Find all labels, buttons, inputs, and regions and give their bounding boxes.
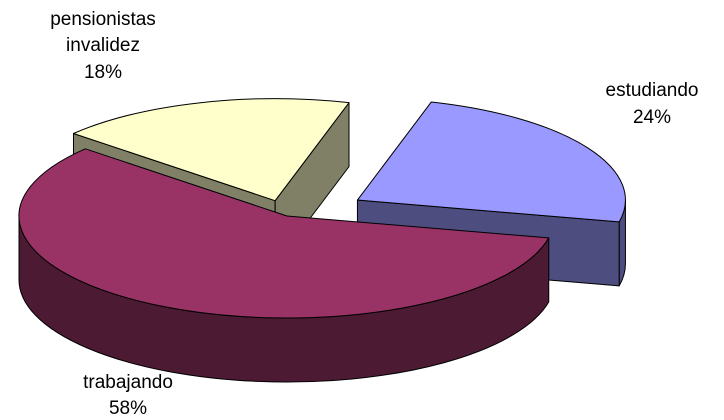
slice-top-pensionistas xyxy=(72,98,350,202)
slice-percent-estudiando: 24% xyxy=(633,107,671,128)
pie-labels: estudiando 24% trabajando 58% pensionist… xyxy=(50,9,698,419)
pie-slices xyxy=(18,98,626,383)
slice-top-estudiando xyxy=(356,101,626,223)
slice-label-pensionistas: pensionistas xyxy=(50,9,156,30)
slice-percent-trabajando: 58% xyxy=(109,398,147,419)
slice-label-estudiando: estudiando xyxy=(606,80,699,101)
slice-label-invalidez: invalidez xyxy=(66,35,140,56)
pie-slice-trabajando xyxy=(18,148,550,383)
slice-label-trabajando: trabajando xyxy=(83,372,173,393)
slice-percent-pensionistas: 18% xyxy=(84,62,122,83)
slice-top-trabajando xyxy=(18,148,550,319)
